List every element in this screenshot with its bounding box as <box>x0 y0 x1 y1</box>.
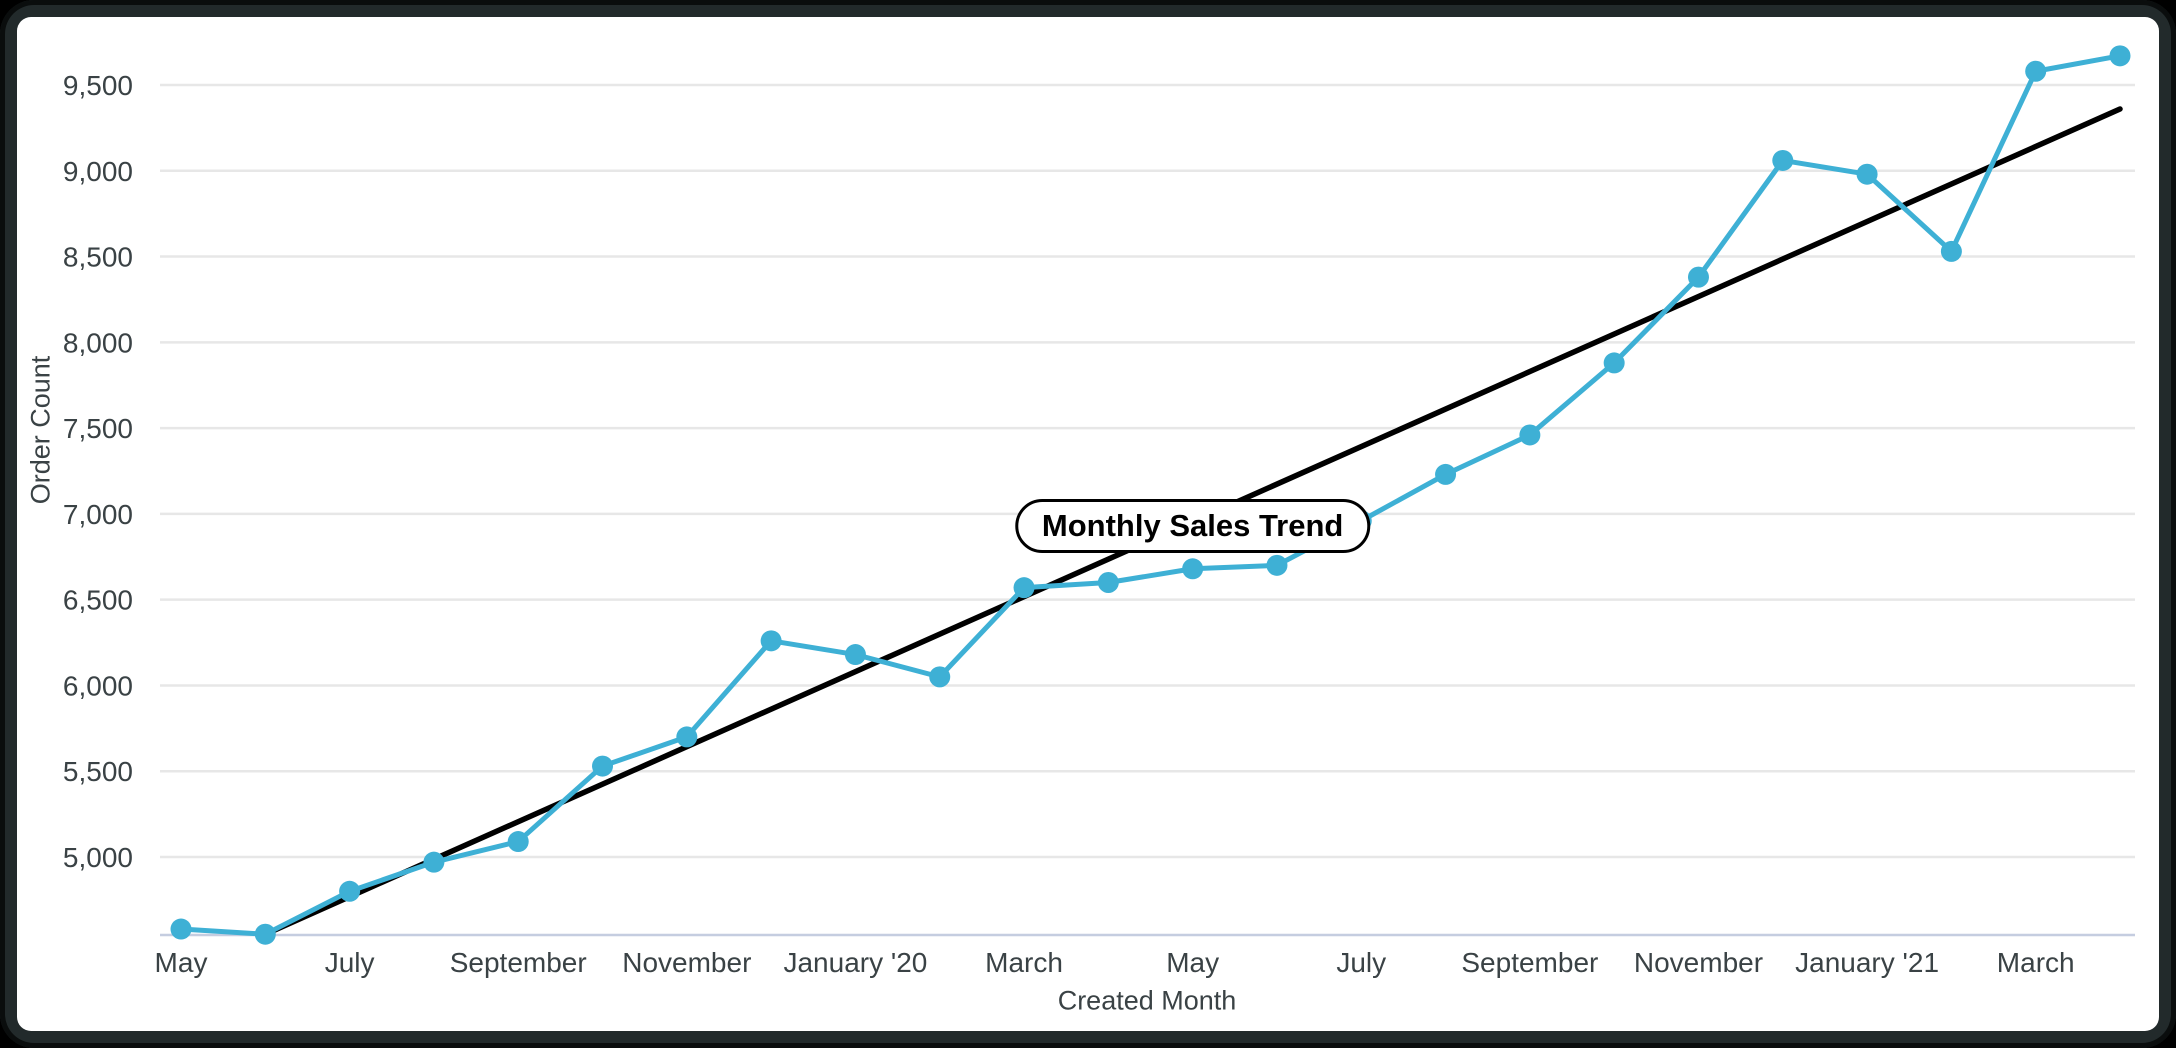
y-tick-label: 7,000 <box>63 499 133 530</box>
data-point[interactable] <box>592 755 614 777</box>
data-point[interactable] <box>1013 577 1035 599</box>
data-point[interactable] <box>929 666 951 688</box>
x-tick-label: July <box>325 947 375 978</box>
x-tick-label: January '21 <box>1795 947 1939 978</box>
data-point[interactable] <box>339 880 361 902</box>
y-tick-label: 7,500 <box>63 413 133 444</box>
data-point[interactable] <box>507 831 529 853</box>
y-tick-label: 6,000 <box>63 670 133 701</box>
data-point[interactable] <box>1097 572 1119 594</box>
data-point[interactable] <box>1603 352 1625 374</box>
x-tick-label: March <box>985 947 1063 978</box>
x-tick-label: September <box>450 947 587 978</box>
data-point[interactable] <box>1687 266 1709 288</box>
data-point[interactable] <box>1856 163 1878 185</box>
data-point[interactable] <box>2109 45 2131 67</box>
x-tick-label: November <box>622 947 751 978</box>
data-point[interactable] <box>760 630 782 652</box>
x-tick-label: May <box>1166 947 1219 978</box>
trend-line-label-pill: Monthly Sales Trend <box>1014 498 1371 553</box>
x-tick-label: March <box>1997 947 2075 978</box>
y-tick-label: 5,500 <box>63 756 133 787</box>
x-axis-title: Created Month <box>1057 985 1237 1016</box>
data-point[interactable] <box>423 851 445 873</box>
y-tick-label: 6,500 <box>63 585 133 616</box>
y-axis-title: Order Count <box>25 355 56 505</box>
y-tick-label: 5,000 <box>63 842 133 873</box>
data-point[interactable] <box>1519 424 1541 446</box>
data-point[interactable] <box>1182 558 1204 580</box>
x-tick-label: September <box>1461 947 1598 978</box>
data-point[interactable] <box>2025 60 2047 82</box>
data-point[interactable] <box>1266 554 1288 576</box>
x-tick-label: January '20 <box>783 947 927 978</box>
data-point[interactable] <box>676 726 698 748</box>
data-point[interactable] <box>1772 149 1794 171</box>
y-tick-label: 8,500 <box>63 242 133 273</box>
x-tick-label: November <box>1634 947 1763 978</box>
data-point[interactable] <box>1940 240 1962 262</box>
data-point[interactable] <box>170 918 192 940</box>
series-line <box>178 53 2123 937</box>
y-tick-label: 9,000 <box>63 156 133 187</box>
y-tick-label: 9,500 <box>63 70 133 101</box>
data-point[interactable] <box>254 923 276 945</box>
data-point[interactable] <box>844 644 866 666</box>
x-tick-label: July <box>1336 947 1386 978</box>
y-tick-label: 8,000 <box>63 327 133 358</box>
x-tick-label: May <box>155 947 208 978</box>
data-point[interactable] <box>1435 463 1457 485</box>
